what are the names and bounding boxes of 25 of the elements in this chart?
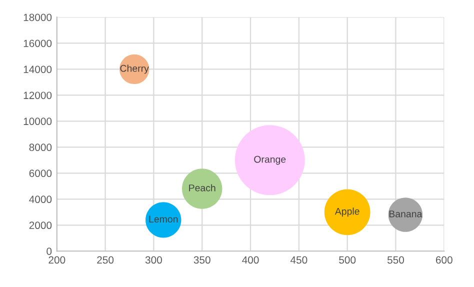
y-tick-label: 12000 — [24, 92, 52, 100]
series-label: Cherry — [120, 64, 149, 74]
y-tick-label: 16000 — [24, 40, 52, 48]
x-tick-label: 200 — [48, 256, 66, 264]
y-tick-label: 14000 — [24, 66, 52, 74]
x-tick-label: 500 — [339, 256, 356, 264]
series-label: Peach — [189, 184, 216, 192]
x-tick-label: 300 — [145, 256, 162, 264]
x-tick-label: 400 — [242, 256, 259, 264]
y-tick-label: 4000 — [29, 196, 52, 204]
series-label: Orange — [254, 156, 286, 165]
x-tick-label: 350 — [194, 256, 210, 264]
series-label: Lemon — [149, 216, 178, 223]
y-tick-label: 18000 — [24, 14, 52, 22]
y-tick-label: 8000 — [29, 144, 52, 152]
x-tick-label: 250 — [97, 256, 114, 264]
series-label: Banana — [389, 210, 422, 218]
series-label: Apple — [334, 208, 360, 217]
x-tick-label: 550 — [387, 256, 404, 264]
y-tick-label: 6000 — [29, 170, 52, 178]
x-tick-label: 600 — [436, 256, 452, 264]
x-tick-label: 450 — [290, 256, 308, 264]
y-tick-label: 2000 — [29, 222, 52, 230]
y-tick-label: 10000 — [24, 118, 52, 126]
y-tick-label: 0 — [46, 248, 52, 255]
